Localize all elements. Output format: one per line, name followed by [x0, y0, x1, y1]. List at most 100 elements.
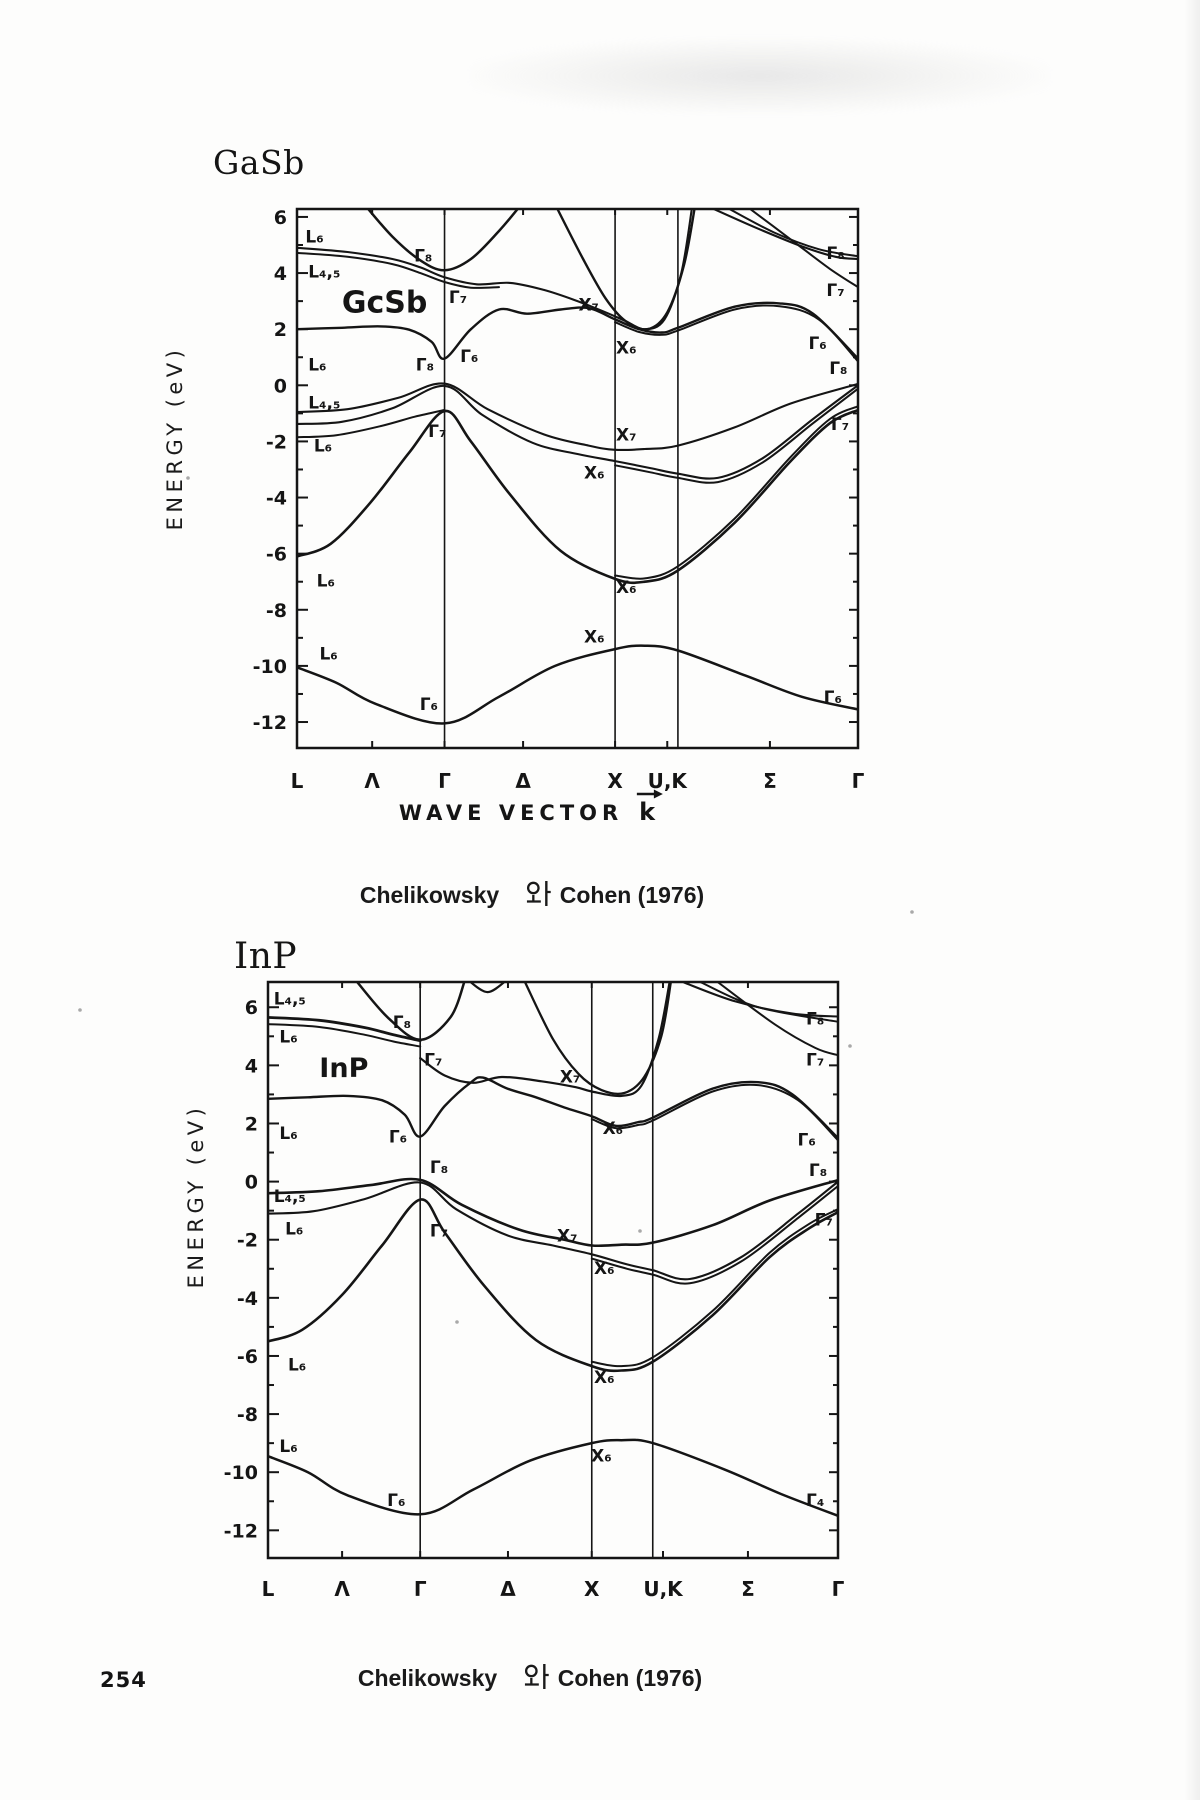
band-point-label: L₆ [279, 1437, 297, 1457]
energy-band-valence-2b [590, 1208, 838, 1368]
energy-band-conduction-1b [590, 1083, 838, 1142]
band-point-label: X₇ [616, 425, 637, 445]
energy-band-conduction-1b [614, 304, 858, 363]
x-tick-label: Δ [515, 769, 531, 793]
gasb-caption: Chelikowsky Cohen (1976) [360, 852, 704, 939]
energy-band-upper-right-c [748, 209, 858, 289]
band-point-label: Γ₇ [815, 1210, 833, 1230]
band-point-label: X₆ [594, 1368, 615, 1388]
energy-band-conduction-2a [297, 209, 693, 331]
x-tick-label: L [262, 1577, 275, 1601]
scan-speck [848, 1044, 852, 1048]
y-tick-label: 4 [245, 1055, 258, 1077]
y-tick-label: -10 [224, 1462, 258, 1484]
band-point-label: Γ₇ [831, 415, 849, 435]
x-tick-label: Γ [852, 769, 865, 793]
band-point-label: L₆ [285, 1220, 303, 1240]
band-point-label: Γ₇ [826, 281, 844, 301]
band-point-label: X₆ [616, 578, 637, 598]
band-point-label: GcSb [342, 286, 428, 321]
inp-caption: Chelikowsky Cohen (1976) [358, 1635, 702, 1722]
band-point-label: L₆ [319, 644, 337, 664]
vector-arrow-icon [637, 789, 664, 799]
band-point-label: X₆ [603, 1119, 624, 1139]
band-point-label: L₆ [279, 1124, 297, 1144]
band-point-label: Γ₇ [806, 1051, 824, 1071]
energy-band-delta-wiggle [419, 982, 671, 1098]
korean-and-glyph [499, 1636, 549, 1723]
scan-speck [638, 1229, 642, 1233]
band-point-label: L₆ [305, 228, 323, 248]
y-tick-label: 6 [274, 207, 287, 229]
band-point-label: Γ₆ [387, 1491, 405, 1511]
y-tick-label: -4 [266, 488, 287, 510]
energy-band-x-parabola [556, 209, 696, 331]
korean-wa-icon [524, 1664, 549, 1689]
band-point-label: X₆ [591, 1446, 612, 1466]
plot-frame [266, 980, 840, 1560]
band-point-label: Γ₈ [393, 1013, 411, 1033]
band-point-label: L₆ [317, 571, 335, 591]
gasb-y-axis-title: ENERGY (eV) [163, 345, 187, 531]
band-point-label: Γ₈ [809, 1161, 827, 1181]
band-point-label: Γ₆ [420, 695, 438, 715]
band-point-label: Γ₈ [430, 1158, 448, 1178]
energy-band-valence-hh [268, 1177, 838, 1248]
gasb-x-axis-title: WAVE VECTOR k [399, 789, 664, 826]
band-point-label: Γ₆ [798, 1130, 816, 1150]
band-point-label: Γ₆ [389, 1128, 407, 1148]
band-point-label: Γ₆ [808, 334, 826, 354]
band-point-label: L₄,₅ [308, 394, 340, 414]
k-vector-symbol: k [637, 789, 664, 826]
energy-band-conduction-2a [268, 1016, 422, 1043]
energy-band-conduction-1 [268, 1076, 838, 1140]
band-point-label: InP [319, 1053, 368, 1084]
k-letter: k [639, 798, 656, 826]
band-point-label: L₆ [279, 1027, 297, 1047]
band-point-label: Γ₇ [428, 422, 446, 442]
y-tick-label: 6 [245, 997, 258, 1019]
scan-speck [910, 910, 914, 914]
energy-band-x-parabola [523, 982, 673, 1096]
band-point-label: Γ₈ [414, 247, 432, 267]
energy-band-valence-2 [268, 1198, 838, 1373]
x-tick-label: Σ [763, 769, 777, 793]
y-tick-label: -6 [237, 1346, 258, 1368]
y-tick-label: -10 [253, 656, 287, 678]
y-tick-label: 0 [274, 375, 287, 397]
energy-band-upper-right-c [717, 982, 838, 1057]
band-point-label: L₆ [308, 355, 326, 375]
scan-speck [186, 476, 190, 480]
band-point-label: L₆ [314, 437, 332, 457]
energy-band-valence-lhb [590, 1185, 838, 1285]
energy-band-upper-right-b [700, 982, 838, 1023]
energy-band-conduction-2b [268, 1023, 422, 1048]
energy-band-conduction-1 [297, 301, 858, 360]
caption-author-1: Chelikowsky [359, 882, 500, 908]
gasb-chart-title: GaSb [213, 143, 305, 182]
x-tick-label: Γ [438, 769, 451, 793]
energy-band-gamma-parabola [366, 209, 520, 272]
band-point-label: L₄,₅ [308, 263, 340, 283]
x-tick-label: U,K [648, 769, 689, 793]
band-point-label: Γ₇ [449, 288, 467, 308]
plot-frame [295, 207, 860, 750]
y-tick-label: -12 [253, 712, 287, 734]
caption-author-1: Chelikowsky [357, 1665, 498, 1691]
x-tick-label: Δ [500, 1577, 516, 1601]
band-point-label: Γ₈ [806, 1009, 824, 1029]
energy-band-conduction-2b [297, 251, 500, 289]
y-tick-label: -2 [266, 431, 287, 453]
band-point-label: X₇ [560, 1067, 581, 1087]
band-point-label: Γ₈ [829, 359, 847, 379]
x-tick-label: Λ [334, 1577, 350, 1601]
band-point-label: Γ₇ [424, 1051, 442, 1071]
energy-band-valence-1 [268, 1438, 838, 1518]
page-number: 254 [100, 1668, 147, 1692]
y-tick-label: 2 [274, 319, 287, 341]
x-tick-label: Σ [741, 1577, 755, 1601]
y-tick-label: -8 [237, 1404, 258, 1426]
energy-band-valence-hh [297, 382, 858, 452]
y-tick-label: -6 [266, 544, 287, 566]
